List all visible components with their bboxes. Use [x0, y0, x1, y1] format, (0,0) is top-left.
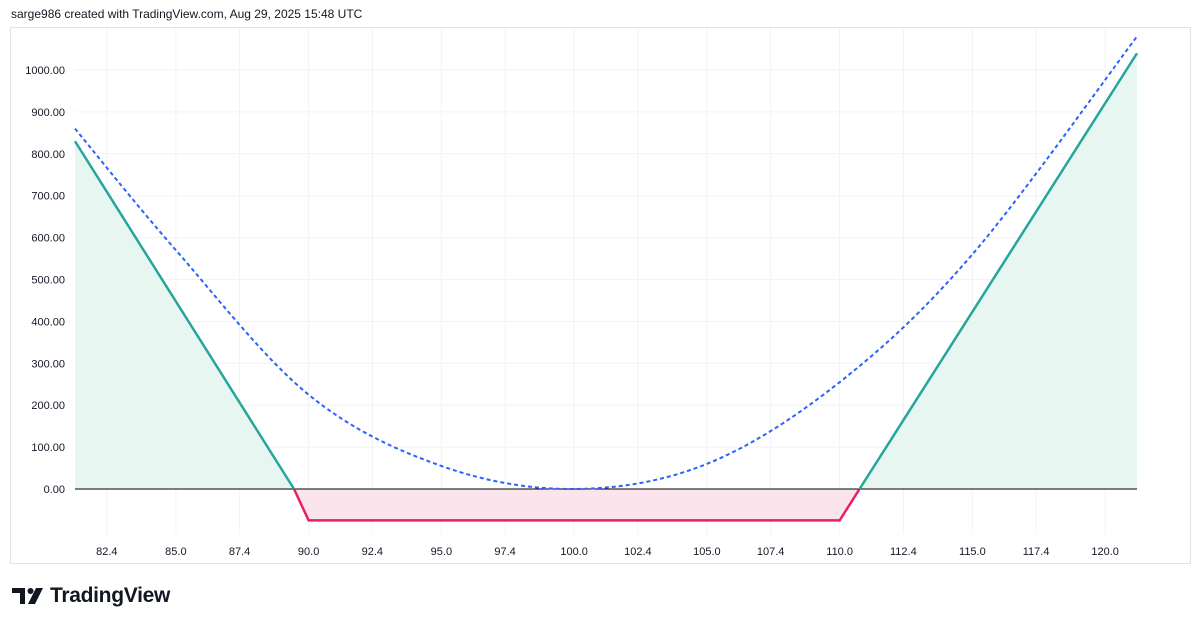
x-tick-label: 87.4: [229, 546, 250, 558]
x-tick-label: 100.0: [560, 546, 588, 558]
x-tick-label: 115.0: [959, 546, 986, 558]
y-tick-label: 300.00: [31, 358, 65, 370]
x-tick-label: 110.0: [826, 546, 853, 558]
payoff-chart[interactable]: 0.00 100.00 200.00 300.00 400.00 500.00 600.00…: [11, 28, 1190, 563]
x-tick-label: 95.0: [431, 546, 452, 558]
loss-area: [294, 489, 860, 521]
y-tick-label: 0.00: [44, 484, 65, 496]
y-tick-label: 900.00: [31, 107, 65, 119]
tradingview-brand[interactable]: TradingView: [12, 584, 170, 608]
x-tick-label: 92.4: [362, 546, 383, 558]
y-tick-label: 100.00: [31, 442, 65, 454]
theoretical-payoff-line: [74, 35, 1138, 491]
y-tick-label: 400.00: [31, 316, 65, 328]
y-tick-label: 700.00: [31, 191, 65, 203]
payoff-profit-line-left: [73, 140, 296, 490]
x-tick-label: 105.0: [693, 546, 721, 558]
y-tick-label: 200.00: [31, 400, 65, 412]
brand-name: TradingView: [50, 584, 171, 607]
payoff-chart-frame[interactable]: 0.00 100.00 200.00 300.00 400.00 500.00 600.00…: [10, 27, 1191, 564]
x-tick-label: 120.0: [1091, 546, 1119, 558]
x-tick-label: 85.0: [165, 546, 186, 558]
payoff-profit-line-right: [858, 52, 1139, 490]
payoff-loss-line: [292, 488, 861, 522]
y-tick-label: 800.00: [31, 149, 65, 161]
tradingview-logo-icon: [12, 588, 43, 604]
y-tick-label: 600.00: [31, 233, 65, 245]
y-tick-label: 500.00: [31, 275, 65, 287]
x-tick-label: 82.4: [96, 546, 117, 558]
y-tick-label: 1000.00: [25, 65, 65, 77]
x-tick-label: 102.4: [624, 546, 652, 558]
x-tick-label: 112.4: [890, 546, 917, 558]
x-tick-label: 107.4: [757, 546, 785, 558]
x-tick-label: 97.4: [494, 546, 515, 558]
chart-attribution: sarge986 created with TradingView.com, A…: [11, 7, 363, 21]
x-tick-label: 117.4: [1023, 546, 1050, 558]
x-tick-label: 90.0: [298, 546, 319, 558]
